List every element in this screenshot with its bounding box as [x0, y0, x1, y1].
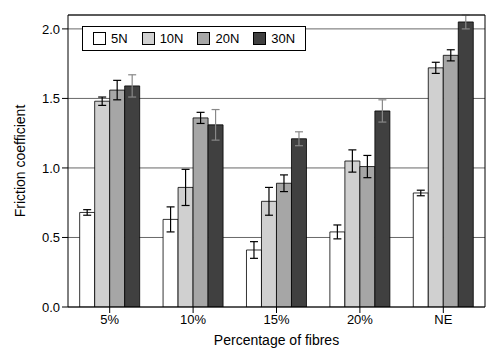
svg-text:0.5: 0.5	[42, 230, 60, 245]
html-text:30N: 30N	[271, 31, 296, 46]
svg-text:15%: 15%	[263, 312, 289, 327]
html-text:5N: 5N	[111, 31, 128, 46]
svg-text:NE: NE	[434, 312, 452, 327]
svg-text:Percentage of fibres: Percentage of fibres	[214, 332, 339, 348]
html-text:20N: 20N	[215, 31, 240, 46]
svg-text:1.5: 1.5	[42, 91, 60, 106]
svg-text:Friction coefficient: Friction coefficient	[12, 105, 28, 218]
svg-text:10%: 10%	[180, 312, 206, 327]
svg-text:0.0: 0.0	[42, 300, 60, 315]
svg-text:2.0: 2.0	[42, 22, 60, 37]
svg-text:1.0: 1.0	[42, 161, 60, 176]
svg-text:5%: 5%	[100, 312, 119, 327]
html-text:10N: 10N	[159, 31, 184, 46]
svg-text:20%: 20%	[347, 312, 373, 327]
